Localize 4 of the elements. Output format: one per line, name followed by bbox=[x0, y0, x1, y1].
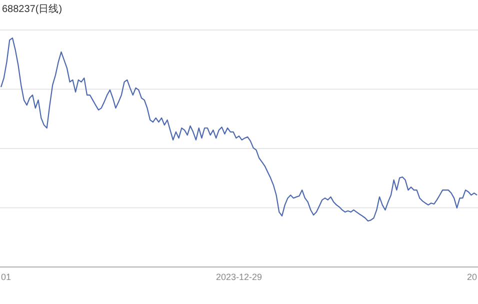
text: 2023-12-29 bbox=[216, 272, 262, 282]
text: 20 bbox=[466, 272, 477, 282]
text: 01 bbox=[1, 272, 12, 282]
chart-title: 688237(日线) bbox=[2, 3, 62, 15]
